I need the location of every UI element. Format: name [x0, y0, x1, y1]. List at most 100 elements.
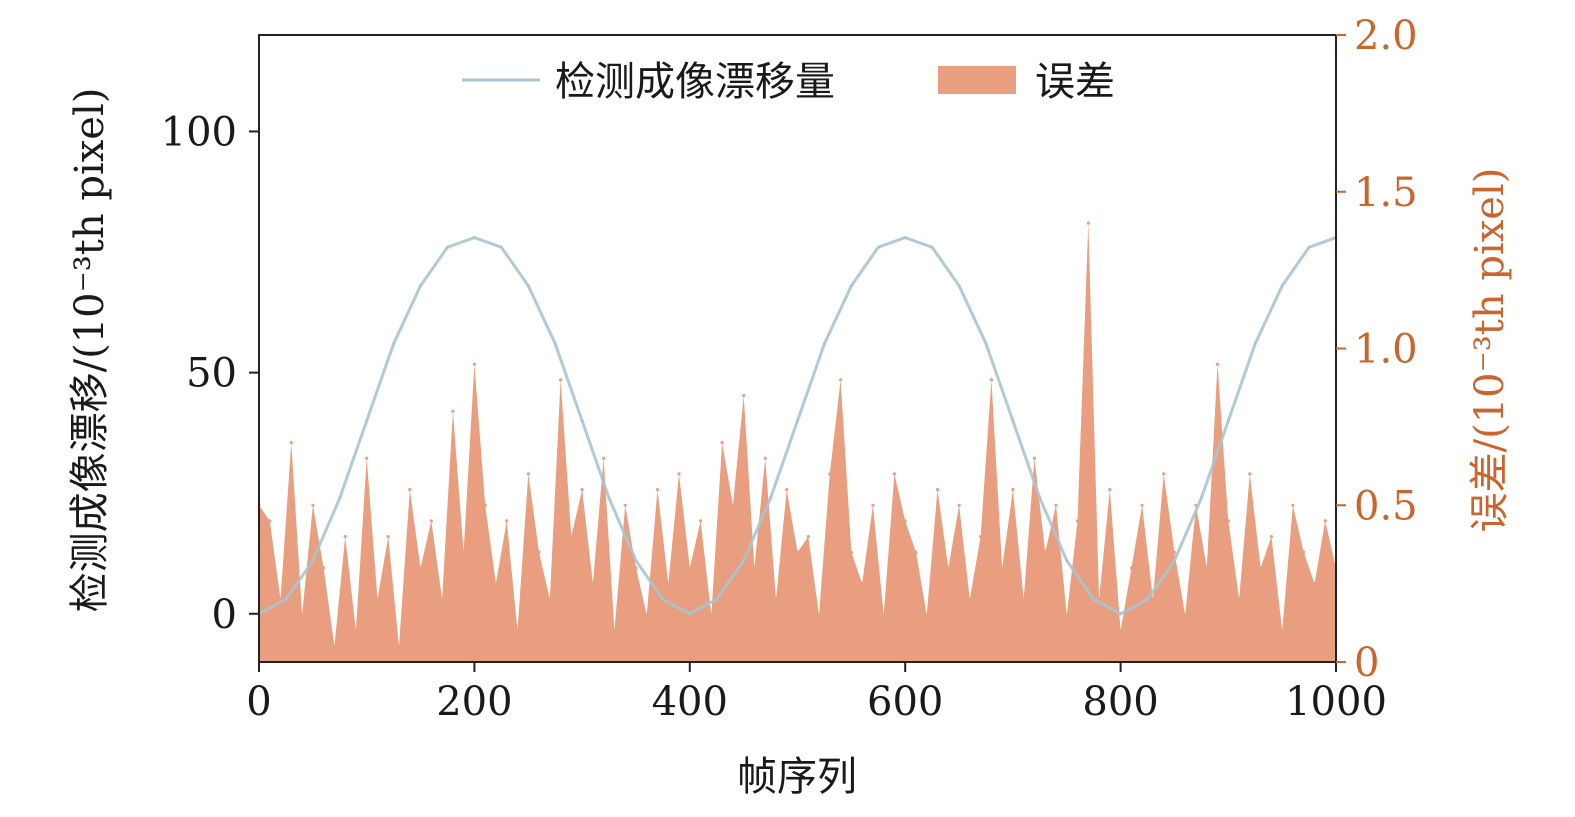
- error-point: [268, 519, 272, 523]
- x-tick-label: 400: [652, 679, 728, 725]
- error-point: [1011, 488, 1015, 492]
- drift-point: [742, 559, 746, 563]
- error-point: [677, 472, 681, 476]
- x-axis-title: 帧序列: [737, 754, 857, 800]
- error-point: [418, 566, 423, 570]
- error-point: [645, 613, 649, 617]
- error-point: [1022, 597, 1026, 601]
- error-point: [774, 597, 778, 601]
- error-point: [817, 613, 821, 617]
- drift-point: [1172, 559, 1176, 563]
- error-point: [763, 456, 767, 460]
- error-point: [666, 582, 670, 586]
- error-point: [1119, 629, 1123, 633]
- y-tick-label-left: 50: [186, 351, 237, 397]
- drift-point: [338, 496, 342, 500]
- drift-point: [284, 597, 288, 601]
- error-point: [408, 488, 412, 492]
- error-point: [839, 378, 843, 382]
- error-point: [968, 597, 972, 601]
- error-point: [699, 519, 703, 523]
- error-point: [752, 566, 757, 570]
- drift-point: [1065, 559, 1069, 563]
- error-area: [259, 223, 1336, 662]
- error-point: [1000, 566, 1004, 570]
- drift-point: [688, 612, 692, 616]
- error-point: [849, 550, 854, 554]
- error-area-layer: [259, 221, 1336, 662]
- x-tick-label: 600: [867, 679, 943, 725]
- drift-point: [392, 342, 396, 346]
- error-point: [451, 409, 455, 413]
- x-tick-label: 0: [246, 679, 271, 725]
- error-point: [957, 503, 961, 507]
- error-point: [1172, 550, 1176, 554]
- error-point: [903, 519, 907, 523]
- error-point: [828, 472, 832, 476]
- error-point: [1129, 566, 1133, 570]
- error-point: [1312, 582, 1317, 586]
- x-tick-label: 1000: [1285, 679, 1387, 725]
- error-point: [1140, 503, 1144, 507]
- error-point: [483, 503, 487, 507]
- drift-point: [365, 419, 369, 423]
- y-axis-title-left: 检测成像漂移/(10⁻³th pixel): [67, 88, 113, 613]
- error-point: [569, 535, 573, 539]
- legend-label-error: 误差: [1035, 59, 1115, 105]
- drift-point: [876, 245, 880, 249]
- error-point: [440, 597, 444, 601]
- legend-label-drift: 检测成像漂移量: [555, 59, 835, 105]
- error-point: [1162, 472, 1166, 476]
- error-point: [1032, 456, 1036, 460]
- drift-point: [1226, 419, 1230, 423]
- drift-point: [1038, 496, 1042, 500]
- error-point: [354, 629, 358, 633]
- error-point: [742, 393, 746, 398]
- error-point: [806, 535, 810, 539]
- error-point: [1183, 613, 1187, 617]
- error-point: [795, 550, 800, 554]
- error-point: [580, 488, 584, 492]
- drift-point: [903, 236, 907, 240]
- error-point: [1248, 472, 1252, 476]
- error-point: [494, 582, 498, 586]
- drift-point: [1011, 419, 1015, 423]
- drift-point: [1253, 342, 1257, 346]
- error-point: [623, 503, 627, 507]
- error-point: [526, 472, 530, 476]
- error-point: [1302, 550, 1306, 554]
- error-point: [634, 566, 638, 570]
- drift-point: [311, 559, 315, 563]
- error-point: [289, 441, 293, 445]
- error-point: [429, 519, 433, 523]
- y-tick-label-right: 0: [1354, 640, 1379, 686]
- error-point: [332, 644, 336, 648]
- error-point: [935, 488, 940, 492]
- drift-point: [849, 284, 853, 288]
- y-tick-label-left: 100: [161, 109, 237, 155]
- error-point: [1054, 503, 1058, 507]
- error-point: [365, 456, 369, 460]
- error-point: [343, 535, 347, 539]
- error-point: [1323, 519, 1327, 523]
- error-point: [375, 597, 380, 601]
- error-point: [397, 644, 401, 648]
- legend: 检测成像漂移量 误差: [462, 59, 1115, 105]
- error-point: [559, 378, 563, 382]
- error-point: [1215, 362, 1220, 366]
- error-point: [548, 597, 552, 601]
- error-point: [871, 503, 875, 507]
- error-point: [731, 503, 735, 507]
- y-tick-label-right: 0.5: [1354, 483, 1418, 529]
- error-point: [515, 629, 520, 633]
- drift-point: [984, 342, 988, 346]
- y-tick-label-right: 1.0: [1354, 327, 1418, 373]
- drift-line-layer: [259, 236, 1336, 616]
- drift-point: [446, 245, 449, 249]
- error-point: [1205, 566, 1209, 570]
- drift-point: [1119, 612, 1123, 616]
- legend-swatch-error: [938, 66, 1016, 94]
- error-point: [1269, 535, 1273, 539]
